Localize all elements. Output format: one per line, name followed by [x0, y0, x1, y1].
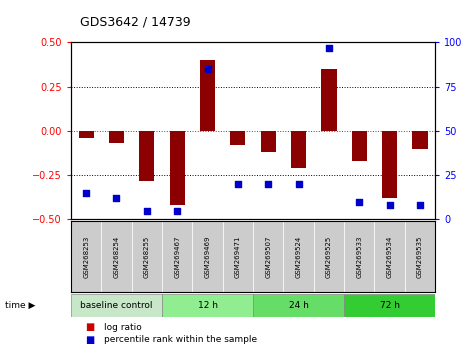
Point — [295, 181, 302, 187]
Text: GSM269471: GSM269471 — [235, 235, 241, 278]
Bar — [170, 131, 185, 205]
Bar — [344, 294, 435, 317]
Point — [386, 202, 394, 208]
Point — [325, 45, 333, 51]
Bar — [352, 131, 367, 161]
Point — [82, 190, 90, 196]
Text: ■: ■ — [85, 335, 95, 345]
Text: GSM269534: GSM269534 — [386, 235, 393, 278]
Text: 24 h: 24 h — [289, 301, 308, 310]
Point — [416, 202, 424, 208]
Text: GSM268255: GSM268255 — [144, 235, 150, 278]
Text: baseline control: baseline control — [80, 301, 153, 310]
Text: GSM269469: GSM269469 — [204, 235, 210, 278]
Bar — [230, 131, 245, 145]
Bar — [382, 131, 397, 198]
Point — [204, 66, 211, 72]
Bar — [193, 221, 223, 292]
Bar — [139, 131, 154, 181]
Bar — [131, 221, 162, 292]
Bar — [101, 221, 131, 292]
Point — [234, 181, 242, 187]
Point — [264, 181, 272, 187]
Bar — [291, 131, 306, 168]
Text: GSM268253: GSM268253 — [83, 235, 89, 278]
Bar — [223, 221, 253, 292]
Text: GSM269535: GSM269535 — [417, 235, 423, 278]
Bar — [71, 294, 162, 317]
Bar — [412, 131, 428, 149]
Text: log ratio: log ratio — [104, 323, 142, 332]
Bar — [375, 221, 405, 292]
Text: GSM269525: GSM269525 — [326, 235, 332, 278]
Bar — [321, 69, 336, 131]
Bar — [261, 131, 276, 152]
Text: time ▶: time ▶ — [5, 301, 35, 310]
Bar — [109, 131, 124, 143]
Bar — [314, 221, 344, 292]
Bar — [283, 221, 314, 292]
Text: GSM268254: GSM268254 — [114, 235, 120, 278]
Text: 12 h: 12 h — [198, 301, 218, 310]
Bar — [405, 221, 435, 292]
Point — [113, 195, 120, 201]
Bar — [253, 294, 344, 317]
Text: GSM269524: GSM269524 — [296, 235, 302, 278]
Text: 72 h: 72 h — [380, 301, 400, 310]
Bar — [162, 221, 193, 292]
Point — [174, 208, 181, 213]
Bar — [344, 221, 375, 292]
Text: GSM269467: GSM269467 — [174, 235, 180, 278]
Bar — [253, 221, 283, 292]
Point — [143, 208, 150, 213]
Text: GSM269507: GSM269507 — [265, 235, 271, 278]
Bar — [79, 131, 94, 138]
Bar — [200, 60, 215, 131]
Text: GSM269533: GSM269533 — [356, 235, 362, 278]
Text: percentile rank within the sample: percentile rank within the sample — [104, 335, 257, 344]
Text: ■: ■ — [85, 322, 95, 332]
Text: GDS3642 / 14739: GDS3642 / 14739 — [80, 15, 191, 28]
Bar — [71, 221, 101, 292]
Bar — [162, 294, 253, 317]
Point — [356, 199, 363, 205]
